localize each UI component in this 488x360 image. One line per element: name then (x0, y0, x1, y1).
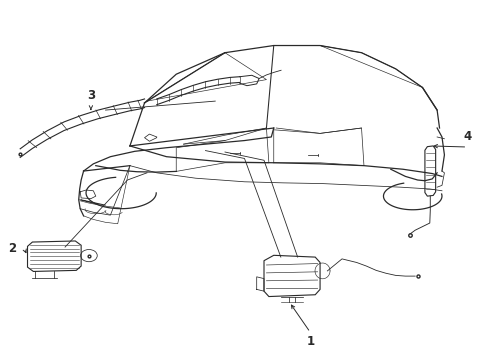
Text: 3: 3 (87, 89, 95, 102)
Text: 4: 4 (462, 130, 470, 143)
Text: 1: 1 (305, 335, 314, 348)
Text: 2: 2 (8, 242, 16, 255)
